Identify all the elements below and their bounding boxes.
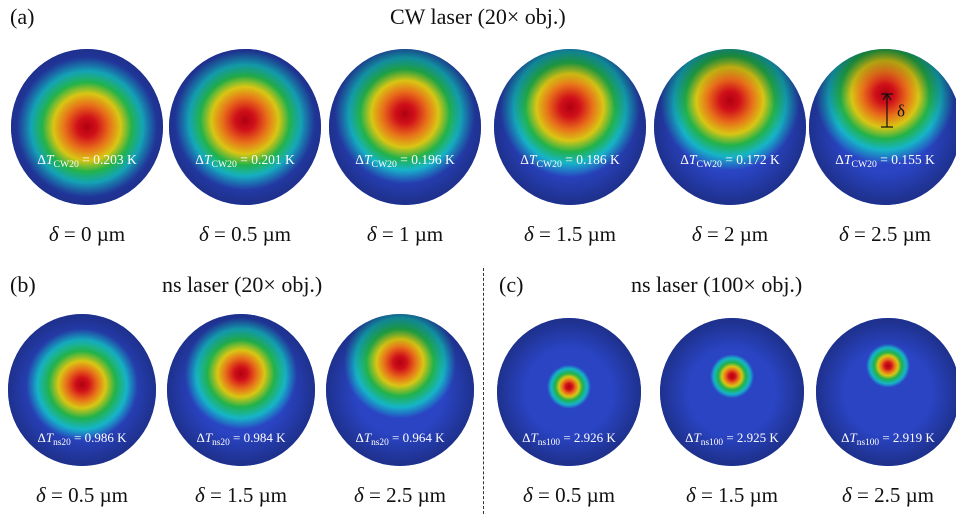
temperature-readout: ΔTCW20 = 0.155 K xyxy=(835,152,935,170)
temperature-readout: ΔTns20 = 0.984 K xyxy=(197,430,287,448)
panel-divider xyxy=(483,268,484,514)
panel-c-delta-label-3: δ = 2.5 µm xyxy=(841,483,935,507)
panel-a-heatmap-3: ΔTCW20 = 0.196 K xyxy=(325,45,485,209)
delta-marker xyxy=(881,92,893,128)
panel-a-delta-label-5: δ = 2 µm xyxy=(691,222,769,246)
temperature-readout: ΔTns20 = 0.986 K xyxy=(38,430,128,448)
panel-a-heatmap-6: ΔTCW20 = 0.155 K δ xyxy=(805,45,956,209)
panel-c-delta-label-1: δ = 0.5 µm xyxy=(522,483,616,507)
temperature-readout: ΔTCW20 = 0.201 K xyxy=(195,152,295,170)
panel-a-title: CW laser (20× obj.) xyxy=(390,4,566,29)
panel-a-delta-label-4: δ = 1.5 µm xyxy=(523,222,617,246)
panel-c-heatmap-3: ΔTns100 = 2.919 K xyxy=(812,314,956,470)
panel-b-label: (b) xyxy=(10,272,36,297)
temperature-readout: ΔTCW20 = 0.172 K xyxy=(680,152,780,170)
panel-b-delta-label-2: δ = 1.5 µm xyxy=(194,483,288,507)
panel-a-delta-label-6: δ = 2.5 µm xyxy=(838,222,932,246)
panel-a-heatmap-1: ΔTCW20 = 0.203 K xyxy=(7,45,167,209)
panel-a-label: (a) xyxy=(10,4,35,29)
panel-a-heatmap-4: ΔTCW20 = 0.186 K xyxy=(490,45,650,209)
panel-b-heatmap-1: ΔTns20 = 0.986 K xyxy=(4,310,160,470)
panel-a-delta-label-1: δ = 0 µm xyxy=(48,222,126,246)
panel-a-heatmap-5: ΔTCW20 = 0.172 K xyxy=(650,45,810,209)
panel-b-delta-label-3: δ = 2.5 µm xyxy=(353,483,447,507)
panel-c-title: ns laser (100× obj.) xyxy=(631,272,803,297)
panel-c-label: (c) xyxy=(499,272,524,297)
temperature-readout: ΔTns100 = 2.926 K xyxy=(522,430,616,448)
delta-marker-label: δ xyxy=(897,102,905,121)
temperature-readout: ΔTCW20 = 0.196 K xyxy=(355,152,455,170)
panel-a-heatmap-2: ΔTCW20 = 0.201 K xyxy=(165,45,325,209)
temperature-readout: ΔTns100 = 2.925 K xyxy=(685,430,779,448)
temperature-readout: ΔTns100 = 2.919 K xyxy=(841,430,935,448)
panel-b-delta-label-1: δ = 0.5 µm xyxy=(35,483,129,507)
panel-c-delta-label-2: δ = 1.5 µm xyxy=(685,483,779,507)
panel-a-delta-label-2: δ = 0.5 µm xyxy=(198,222,292,246)
panel-b-heatmap-3: ΔTns20 = 0.964 K xyxy=(322,310,478,470)
panel-b-heatmap-2: ΔTns20 = 0.984 K xyxy=(163,310,319,470)
panel-a-delta-label-3: δ = 1 µm xyxy=(366,222,444,246)
panel-c-heatmap-2: ΔTns100 = 2.925 K xyxy=(656,314,808,470)
temperature-readout: ΔTns20 = 0.964 K xyxy=(356,430,446,448)
temperature-readout: ΔTCW20 = 0.186 K xyxy=(520,152,620,170)
temperature-readout: ΔTCW20 = 0.203 K xyxy=(37,152,137,170)
panel-c-heatmap-1: ΔTns100 = 2.926 K xyxy=(493,314,645,470)
panel-b-title: ns laser (20× obj.) xyxy=(162,272,323,297)
